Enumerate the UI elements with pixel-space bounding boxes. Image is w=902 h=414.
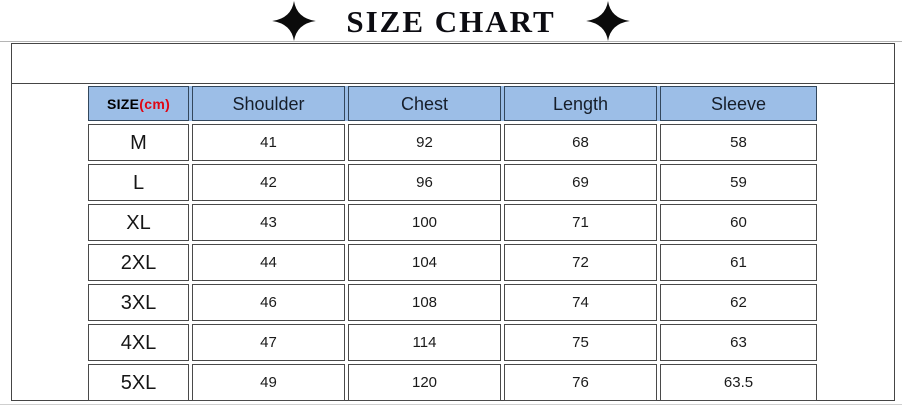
size-cell: 3XL bbox=[88, 284, 189, 321]
value-cell: 42 bbox=[192, 164, 345, 201]
value-cell: 47 bbox=[192, 324, 345, 361]
column-header-shoulder: Shoulder bbox=[192, 86, 345, 121]
value-cell: 61 bbox=[660, 244, 817, 281]
column-header-sleeve: Sleeve bbox=[660, 86, 817, 121]
value-cell: 92 bbox=[348, 124, 501, 161]
value-cell: 43 bbox=[192, 204, 345, 241]
title-divider-line bbox=[0, 41, 902, 42]
sparkle-star-icon bbox=[272, 1, 317, 41]
value-cell: 75 bbox=[504, 324, 657, 361]
value-cell: 69 bbox=[504, 164, 657, 201]
column-header-size: SIZE (cm) bbox=[88, 86, 189, 121]
value-cell: 60 bbox=[660, 204, 817, 241]
size-cell: 4XL bbox=[88, 324, 189, 361]
value-cell: 46 bbox=[192, 284, 345, 321]
value-cell: 63 bbox=[660, 324, 817, 361]
value-cell: 96 bbox=[348, 164, 501, 201]
value-cell: 114 bbox=[348, 324, 501, 361]
size-cell: 5XL bbox=[88, 364, 189, 401]
value-cell: 120 bbox=[348, 364, 501, 401]
empty-banner-row bbox=[12, 44, 894, 84]
size-cell: XL bbox=[88, 204, 189, 241]
value-cell: 62 bbox=[660, 284, 817, 321]
value-cell: 44 bbox=[192, 244, 345, 281]
size-cell: 2XL bbox=[88, 244, 189, 281]
value-cell: 49 bbox=[192, 364, 345, 401]
size-chart-table: SIZE (cm) Shoulder Chest Length Sleeve M 41 92 68… bbox=[88, 86, 817, 401]
value-cell: 74 bbox=[504, 284, 657, 321]
size-header-label: SIZE bbox=[106, 95, 140, 112]
sparkle-star-icon bbox=[585, 1, 630, 41]
value-cell: 58 bbox=[660, 124, 817, 161]
column-header-chest: Chest bbox=[348, 86, 501, 121]
value-cell: 41 bbox=[192, 124, 345, 161]
size-cell: M bbox=[88, 124, 189, 161]
title-text: SIZE CHART bbox=[346, 3, 556, 39]
page-title: SIZE CHART bbox=[0, 0, 902, 42]
value-cell: 71 bbox=[504, 204, 657, 241]
value-cell: 108 bbox=[348, 284, 501, 321]
value-cell: 76 bbox=[504, 364, 657, 401]
value-cell: 63.5 bbox=[660, 364, 817, 401]
value-cell: 100 bbox=[348, 204, 501, 241]
column-header-length: Length bbox=[504, 86, 657, 121]
value-cell: 68 bbox=[504, 124, 657, 161]
value-cell: 72 bbox=[504, 244, 657, 281]
value-cell: 104 bbox=[348, 244, 501, 281]
value-cell: 59 bbox=[660, 164, 817, 201]
bottom-border-line bbox=[0, 404, 902, 405]
size-header-unit: (cm) bbox=[139, 95, 171, 112]
size-cell: L bbox=[88, 164, 189, 201]
